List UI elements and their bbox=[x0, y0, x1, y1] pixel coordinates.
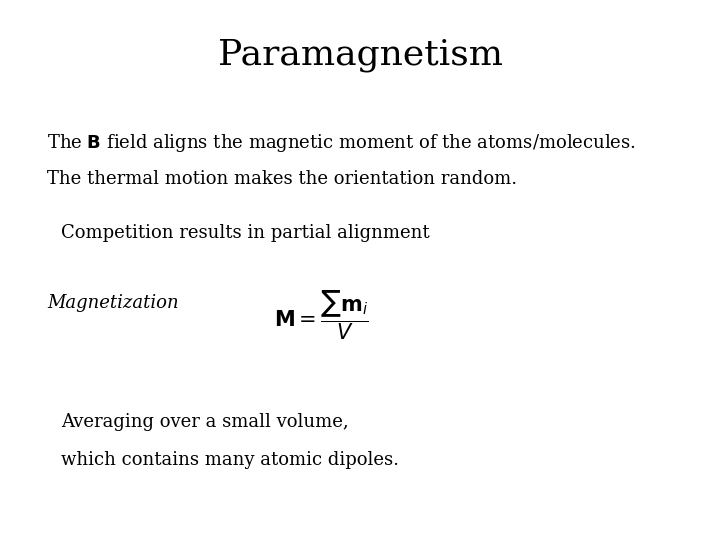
Text: Paramagnetism: Paramagnetism bbox=[217, 38, 503, 72]
Text: Averaging over a small volume,: Averaging over a small volume, bbox=[61, 413, 348, 431]
Text: $\mathbf{M} = \dfrac{\sum \mathbf{m}_i}{V}$: $\mathbf{M} = \dfrac{\sum \mathbf{m}_i}{… bbox=[274, 289, 369, 342]
Text: The thermal motion makes the orientation random.: The thermal motion makes the orientation… bbox=[47, 170, 517, 188]
Text: Competition results in partial alignment: Competition results in partial alignment bbox=[61, 224, 430, 242]
Text: which contains many atomic dipoles.: which contains many atomic dipoles. bbox=[61, 451, 399, 469]
Text: Magnetization: Magnetization bbox=[47, 294, 179, 312]
Text: The $\mathbf{B}$ field aligns the magnetic moment of the atoms/molecules.: The $\mathbf{B}$ field aligns the magnet… bbox=[47, 132, 636, 154]
